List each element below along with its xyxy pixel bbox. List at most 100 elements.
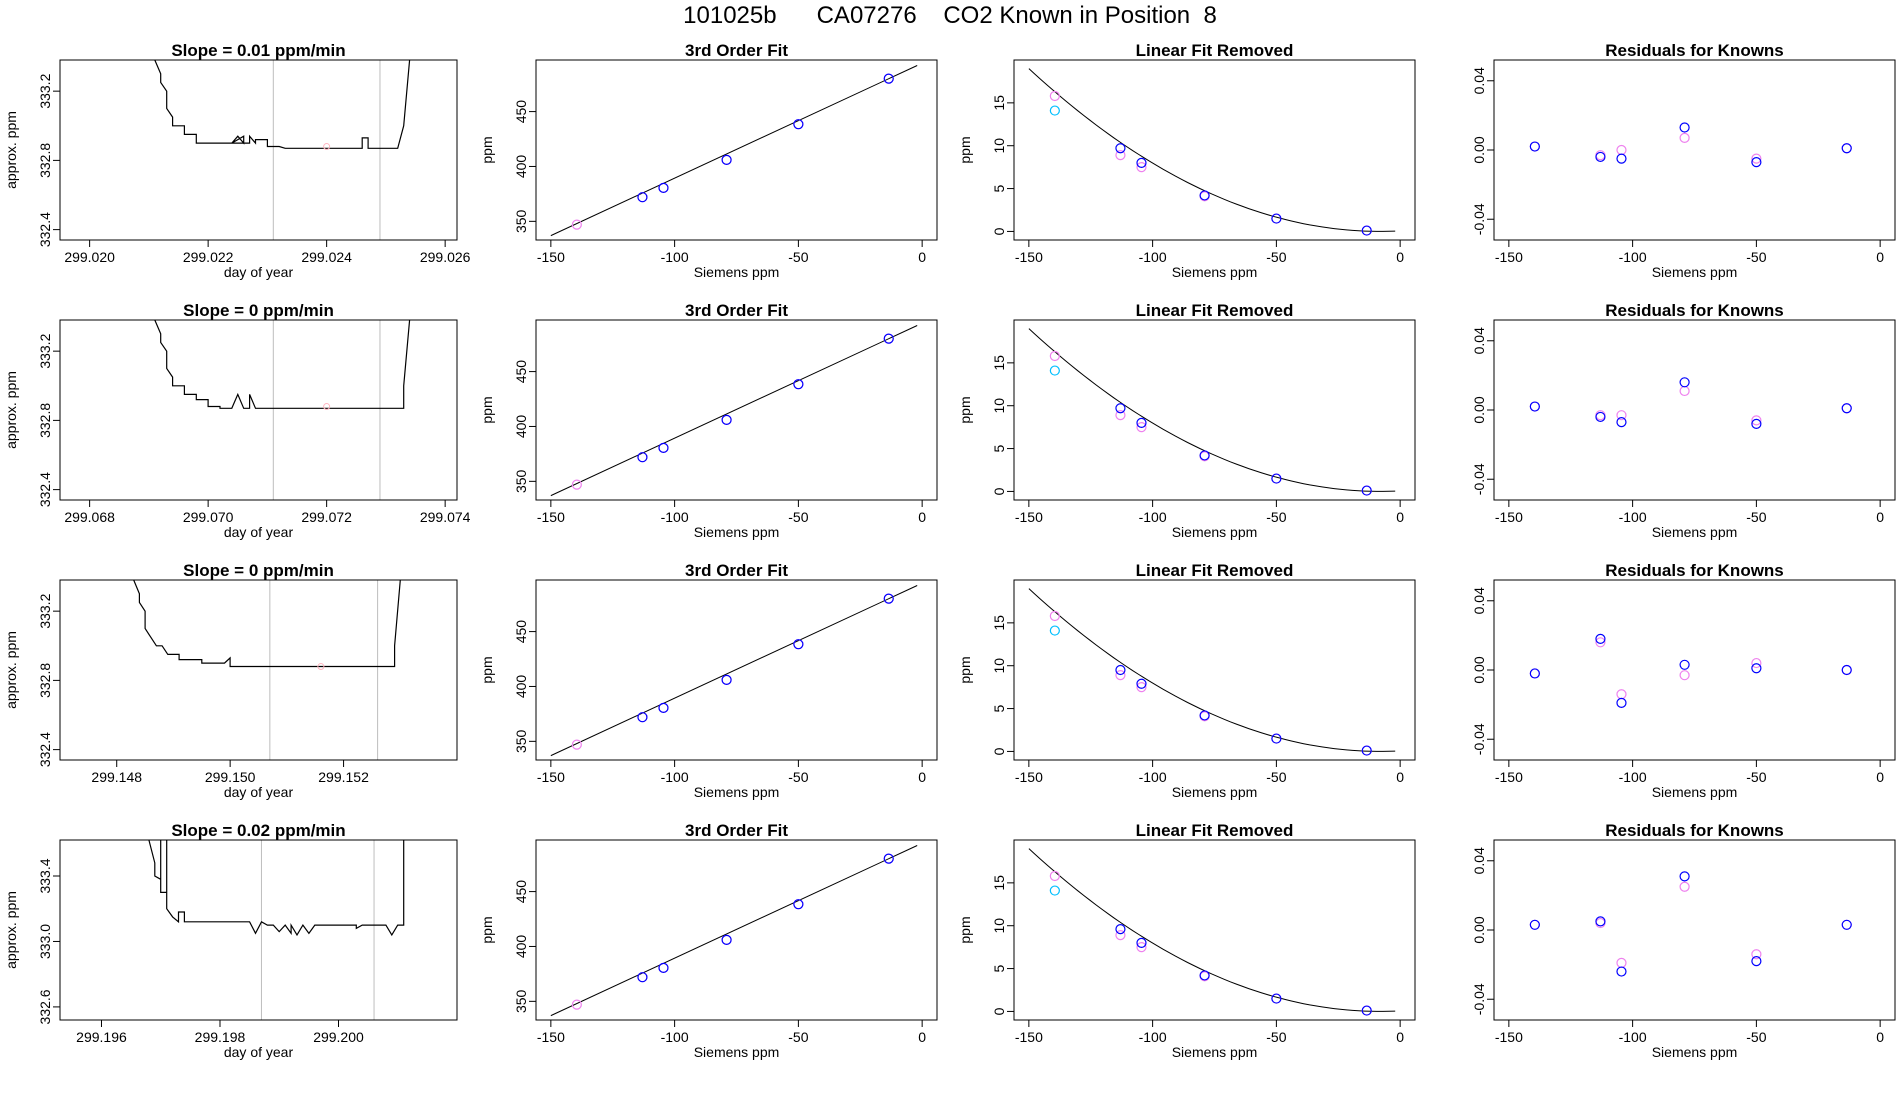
data-point (793, 379, 804, 390)
data-point (1115, 403, 1126, 414)
x-axis-label: Siemens ppm (694, 784, 780, 800)
data-point (1595, 411, 1606, 423)
x-tick-label: -150 (537, 1029, 565, 1045)
data-point (1115, 924, 1126, 935)
data-point (721, 154, 732, 165)
data-point (1616, 410, 1627, 421)
x-tick-label: 0 (1876, 249, 1884, 265)
data-line (133, 580, 401, 668)
x-tick-label: -150 (1495, 249, 1523, 265)
chart-title: Linear Fit Removed (1136, 821, 1294, 840)
x-tick-label: 0 (1396, 769, 1404, 785)
fit-line (550, 65, 918, 237)
x-tick-label: -150 (537, 509, 565, 525)
plot-area (550, 65, 918, 237)
x-tick-label: 0 (918, 769, 926, 785)
x-axis-label: day of year (224, 1044, 294, 1060)
y-tick-label: 0 (991, 1007, 1007, 1015)
data-point (1199, 190, 1210, 201)
x-tick-label: -100 (1139, 249, 1167, 265)
data-point (1049, 90, 1060, 102)
x-tick-label: -100 (1619, 509, 1647, 525)
y-tick-label: 333.4 (37, 858, 53, 893)
y-tick-label: 332.8 (37, 403, 53, 438)
x-tick-label: -50 (788, 509, 808, 525)
y-tick-label: 332.4 (37, 212, 53, 247)
x-tick-label: -50 (1266, 1029, 1286, 1045)
plot-frame (1493, 579, 1896, 761)
plot-frame (59, 579, 458, 761)
data-line (148, 840, 405, 937)
data-point (1136, 162, 1147, 173)
plot-area (154, 320, 411, 500)
fit-curve (1028, 588, 1396, 752)
data-point (1529, 141, 1540, 152)
x-tick-label: 299.072 (301, 509, 352, 525)
y-tick-label: 332.8 (37, 143, 53, 178)
x-tick-label: -50 (1266, 769, 1286, 785)
y-tick-label: 0.00 (1471, 916, 1487, 943)
x-tick-label: 0 (1876, 1029, 1884, 1045)
x-tick-label: -50 (1266, 249, 1286, 265)
plot-area (1028, 328, 1396, 496)
data-point (1751, 663, 1762, 674)
chart-panel-r2-resid: Residuals for Knowns -150 -100 -50 0 -0.04 0.0… (1471, 301, 1896, 540)
chart-title: Residuals for Knowns (1605, 561, 1784, 580)
y-axis-label: ppm (957, 916, 973, 943)
data-point (637, 712, 648, 723)
data-point (571, 479, 582, 490)
data-point (1751, 949, 1762, 960)
chart-panel-r3-slope: Slope = 0 ppm/min 299.148 299.150 299.152 33… (3, 561, 458, 800)
plot-frame (1493, 839, 1896, 1021)
fit-line (550, 845, 918, 1017)
x-tick-label: -50 (788, 769, 808, 785)
x-tick-label: -50 (788, 1029, 808, 1045)
chart-title: 3rd Order Fit (685, 821, 788, 840)
y-tick-label: 15 (991, 355, 1007, 371)
y-tick-label: 15 (991, 615, 1007, 631)
data-point (1115, 150, 1126, 161)
x-tick-label: -50 (1266, 509, 1286, 525)
y-tick-label: 332.6 (37, 989, 53, 1024)
plot-frame (1013, 319, 1416, 501)
data-point (1361, 745, 1372, 756)
y-tick-label: 450 (513, 100, 529, 124)
x-tick-label: 299.148 (91, 769, 142, 785)
chart-title: Residuals for Knowns (1605, 821, 1784, 840)
fit-curve (1028, 68, 1396, 232)
data-point (1841, 403, 1852, 414)
y-tick-label: 400 (513, 155, 529, 179)
data-line (154, 320, 411, 409)
x-axis-label: Siemens ppm (1172, 524, 1258, 540)
y-tick-label: 5 (991, 964, 1007, 972)
y-tick-label: 350 (513, 989, 529, 1013)
x-tick-label: 299.070 (183, 509, 234, 525)
chart-panel-r4-slope: Slope = 0.02 ppm/min 299.196 299.198 299.20… (3, 821, 458, 1060)
y-axis-label: approx. ppm (3, 371, 19, 449)
data-point (1115, 143, 1126, 154)
data-point (571, 739, 582, 750)
y-tick-label: 15 (991, 875, 1007, 891)
y-tick-label: 333.2 (37, 73, 53, 108)
y-axis-label: ppm (479, 916, 495, 943)
y-tick-label: 10 (991, 658, 1007, 674)
y-axis-label: ppm (957, 396, 973, 423)
x-tick-label: 0 (918, 249, 926, 265)
plot-area (154, 60, 411, 240)
y-tick-label: -0.04 (1471, 203, 1487, 235)
data-point (637, 972, 648, 983)
data-point (1751, 418, 1762, 429)
y-axis-label: ppm (957, 136, 973, 163)
x-tick-label: -50 (1746, 769, 1766, 785)
x-tick-label: -100 (661, 249, 689, 265)
figure-title: 101025b CA07276 CO2 Known in Position 8 (683, 2, 1217, 29)
chart-title: 3rd Order Fit (685, 41, 788, 60)
plot-area (1529, 871, 1852, 977)
data-point (658, 962, 669, 973)
data-point (1616, 689, 1627, 700)
data-point (1115, 664, 1126, 676)
data-point (1049, 610, 1060, 622)
data-point (1679, 881, 1690, 892)
y-tick-label: 0 (991, 487, 1007, 495)
x-tick-label: 299.196 (76, 1029, 127, 1045)
